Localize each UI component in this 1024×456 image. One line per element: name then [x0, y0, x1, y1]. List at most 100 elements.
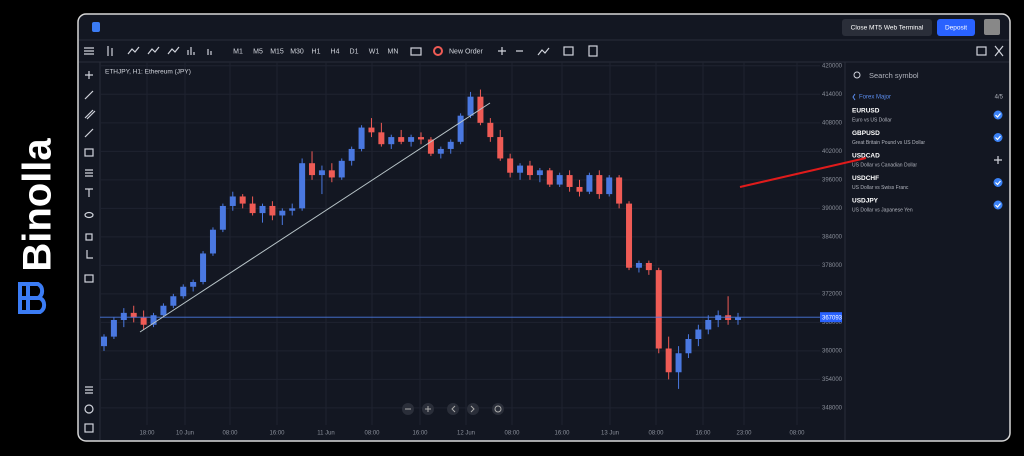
candle-body — [497, 137, 504, 159]
x-tick-label: 08:00 — [789, 431, 805, 437]
candle-body — [536, 170, 543, 176]
timeframe-button[interactable]: M1 — [233, 48, 243, 55]
y-tick-label: 414000 — [822, 92, 843, 98]
y-tick-label: 366000 — [822, 320, 843, 326]
symbol-name[interactable]: USDCAD — [852, 153, 880, 160]
candle-body — [328, 170, 335, 178]
group-name[interactable]: Forex Major — [859, 95, 891, 101]
search-input[interactable]: Search symbol — [869, 71, 919, 80]
candle-body — [616, 177, 623, 204]
candle-body — [447, 141, 454, 149]
group-count: 4/5 — [995, 95, 1004, 101]
brand-name: Binolla — [16, 138, 60, 272]
symbol-description[interactable]: Great Britain Pound vs US Dollar — [852, 140, 925, 146]
candle-body — [358, 127, 365, 149]
candle-body — [209, 229, 216, 254]
candle-body — [685, 339, 692, 354]
symbol-description[interactable]: US Dollar vs Swiss Franc — [852, 185, 909, 191]
candle-body — [249, 203, 256, 214]
toolbar-icons[interactable] — [84, 45, 1004, 57]
deposit-button[interactable] — [937, 19, 975, 36]
candle-body — [695, 329, 702, 340]
check-mark — [995, 180, 1001, 186]
search-icon — [853, 71, 861, 79]
close-button-label[interactable]: Close MT5 Web Terminal — [851, 25, 924, 32]
symbol-description[interactable]: US Dollar vs Canadian Dollar — [852, 162, 917, 168]
symbol-name[interactable]: GBPUSD — [852, 130, 880, 137]
check-mark — [995, 135, 1001, 141]
candle-body — [725, 315, 732, 320]
candle-body — [259, 205, 266, 214]
drawing-tools[interactable] — [84, 71, 96, 433]
candle-body — [596, 175, 603, 195]
close-button[interactable] — [842, 19, 932, 36]
candle-body — [289, 208, 296, 211]
candle-body — [160, 305, 167, 316]
candle-body — [418, 137, 424, 140]
navigation-icons — [405, 405, 502, 413]
terminal-frame — [77, 13, 1011, 442]
candle-body — [200, 253, 207, 282]
timeframe-button[interactable]: M5 — [253, 48, 263, 55]
symbol-description[interactable]: US Dollar vs Japanese Yen — [852, 207, 913, 213]
candle-body — [427, 139, 434, 154]
new-order-icon[interactable] — [433, 46, 443, 56]
symbol-list: EURUSD Euro vs US Dollar GBPUSD Great Brita… — [852, 108, 1003, 213]
deposit-button-label[interactable]: Deposit — [945, 25, 967, 32]
candle-body — [130, 312, 137, 318]
price-tag — [820, 312, 842, 323]
candle-body — [378, 132, 385, 145]
x-tick-label: 12 Jun — [457, 431, 475, 437]
timeframe-button[interactable]: H4 — [331, 48, 340, 55]
symbol-name[interactable]: EURUSD — [852, 108, 880, 115]
candle-body — [437, 148, 444, 154]
added-icon[interactable] — [993, 110, 1003, 120]
candle-body — [655, 270, 662, 349]
avatar[interactable] — [984, 19, 1000, 35]
added-icon[interactable] — [993, 178, 1003, 187]
added-icon[interactable] — [993, 200, 1003, 210]
candle-body — [556, 175, 563, 185]
timeframe-button[interactable]: MN — [388, 48, 399, 55]
timeframe-button[interactable]: M15 — [270, 48, 284, 55]
candle-body — [229, 196, 236, 206]
timeframe-button[interactable]: H1 — [312, 48, 321, 55]
candle-body — [338, 160, 345, 178]
candle-body — [348, 148, 355, 161]
timeframe-button[interactable]: M30 — [290, 48, 304, 55]
added-icon[interactable] — [993, 133, 1003, 142]
candle-body — [517, 165, 524, 173]
x-tick-label: 08:00 — [222, 431, 238, 437]
timeframe-button[interactable]: D1 — [350, 48, 359, 55]
trend-line — [139, 102, 491, 333]
new-order-button[interactable]: New Order — [449, 48, 484, 55]
symbol-description[interactable]: Euro vs US Dollar — [852, 117, 892, 123]
candle-body — [269, 205, 276, 216]
x-tick-label: 16:00 — [412, 431, 428, 437]
candle-body — [467, 96, 474, 116]
candle-body — [645, 262, 652, 271]
symbol-name[interactable]: USDJPY — [852, 198, 879, 205]
y-tick-label: 396000 — [822, 177, 843, 183]
price-label: 367093 — [822, 315, 843, 321]
candle-body — [398, 137, 405, 142]
candle-body — [110, 319, 117, 337]
x-tick-label: 13 Jun — [601, 431, 619, 437]
x-tick-label: 18:00 — [139, 431, 155, 437]
y-tick-label: 402000 — [822, 149, 843, 155]
x-tick-label: 10 Jun — [176, 431, 194, 437]
add-icon[interactable] — [994, 156, 1002, 164]
candle-body — [101, 336, 107, 347]
x-tick-label: 16:00 — [695, 431, 711, 437]
symbol-name[interactable]: USDCHF — [852, 175, 879, 182]
annotation-arrow — [739, 157, 867, 188]
back-icon[interactable] — [852, 93, 856, 101]
candle-body — [388, 137, 395, 145]
candle-body — [566, 175, 573, 187]
candle-body — [665, 348, 672, 373]
check-mark — [995, 113, 1001, 118]
x-tick-label: 08:00 — [648, 431, 664, 437]
candle-body — [368, 127, 375, 133]
check-mark — [995, 203, 1001, 208]
timeframe-button[interactable]: W1 — [369, 48, 380, 55]
